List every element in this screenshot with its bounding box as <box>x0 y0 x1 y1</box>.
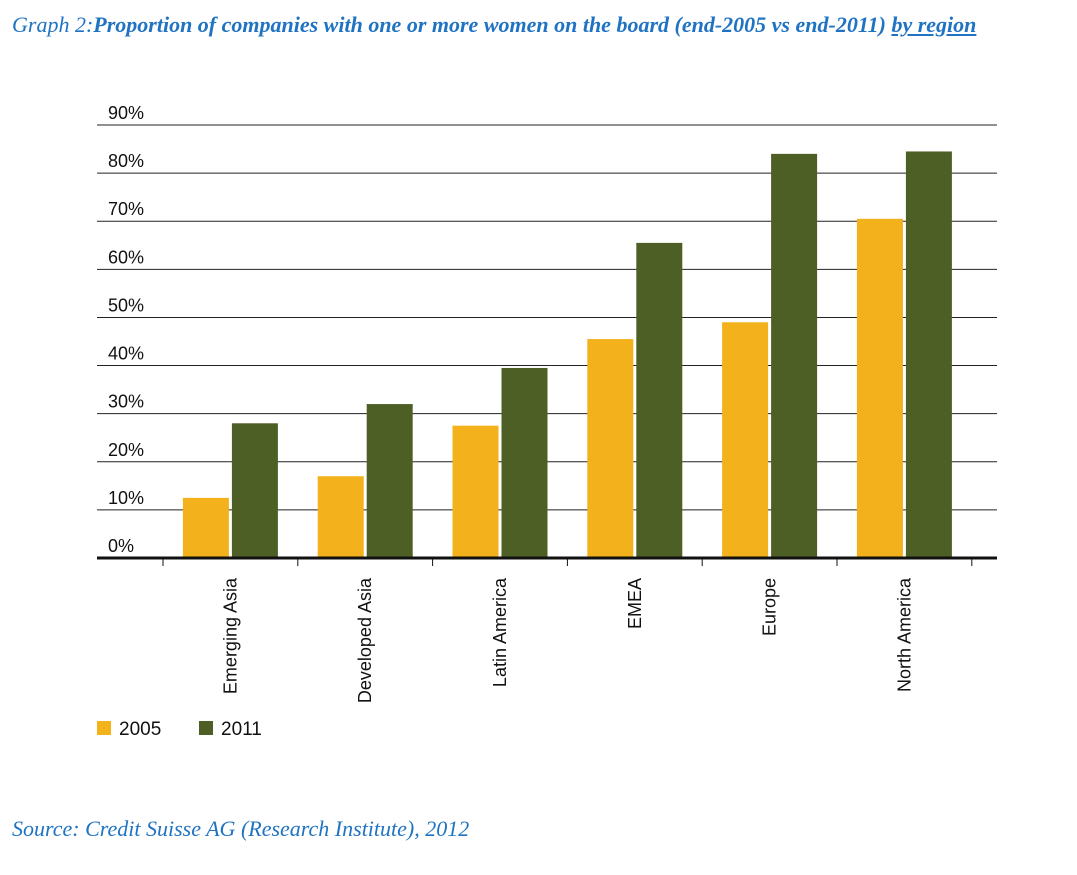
x-tick-label: North America <box>894 577 914 692</box>
y-tick-label: 10% <box>108 488 144 508</box>
x-tick-label: Emerging Asia <box>220 577 240 694</box>
bar <box>906 151 952 558</box>
bar <box>771 154 817 558</box>
source-note: Source: Credit Suisse AG (Research Insti… <box>12 816 469 842</box>
bar-chart: 0% 10% 20% 30% 40% 50% 60% 70% 80% 90% Emerging As… <box>0 0 1077 800</box>
bar <box>722 322 768 558</box>
x-tick-label: Developed Asia <box>355 577 375 703</box>
x-tick-label: Europe <box>760 578 780 636</box>
bar <box>367 404 413 558</box>
y-tick-label: 90% <box>108 103 144 123</box>
y-tick-label: 50% <box>108 295 144 315</box>
legend-label: 2005 <box>119 719 161 740</box>
legend-swatch <box>97 721 111 735</box>
bar <box>318 476 364 558</box>
x-tick-label: Latin America <box>490 577 510 687</box>
bar <box>232 423 278 558</box>
bar <box>636 243 682 558</box>
y-tick-label: 0% <box>108 536 134 556</box>
bar <box>502 368 548 558</box>
bar <box>453 426 499 558</box>
y-tick-label: 40% <box>108 344 144 364</box>
y-tick-label: 30% <box>108 392 144 412</box>
y-tick-label: 20% <box>108 440 144 460</box>
y-tick-label: 80% <box>108 151 144 171</box>
bar <box>587 339 633 558</box>
legend-label: 2011 <box>221 719 262 740</box>
y-tick-label: 60% <box>108 247 144 267</box>
x-tick-label: EMEA <box>625 578 645 629</box>
legend-swatch <box>199 721 213 735</box>
bar <box>183 498 229 558</box>
bar <box>857 219 903 558</box>
y-tick-label: 70% <box>108 199 144 219</box>
